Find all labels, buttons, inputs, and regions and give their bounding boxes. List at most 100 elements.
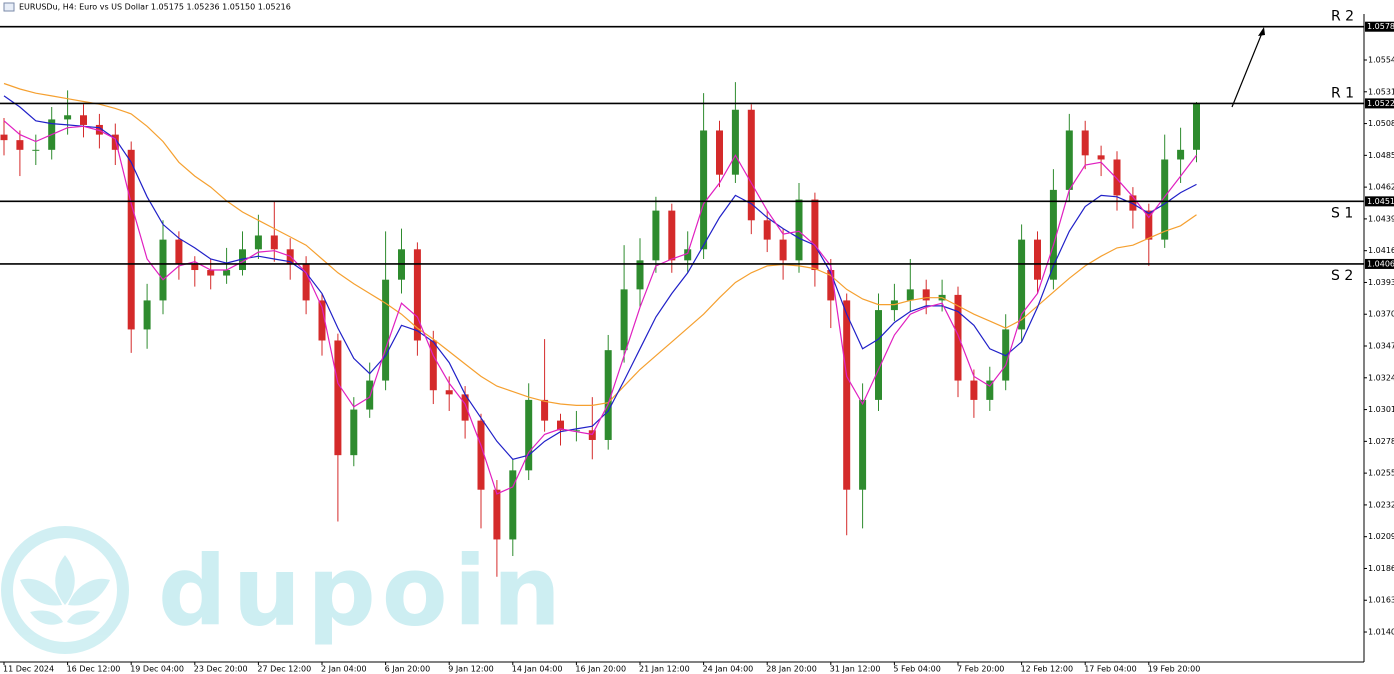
- x-tick-label: 27 Dec 12:00: [257, 665, 311, 674]
- candle-body: [1145, 210, 1153, 240]
- candle-body: [223, 270, 231, 276]
- y-tick-label: 1.04620: [1368, 183, 1394, 192]
- watermark-text: dupoin: [158, 535, 567, 647]
- level-price: 1.05781: [1367, 22, 1394, 31]
- logo-leaf: [20, 578, 62, 606]
- candle-body: [572, 430, 580, 432]
- candle-body: [684, 249, 692, 261]
- candle-body: [747, 109, 755, 221]
- candle-body: [541, 399, 549, 421]
- plot-area: 1.05540 1.05310 1.05080 1.04850 1.04620 1.043…: [0, 9, 1394, 674]
- level-label: R 2: [1331, 9, 1354, 25]
- candle-body: [1193, 103, 1200, 150]
- candle-body: [763, 220, 771, 240]
- candle-body: [429, 340, 437, 391]
- y-tick-label: 1.04850: [1368, 151, 1394, 160]
- y-tick-label: 1.01400: [1368, 628, 1394, 637]
- candle-body: [906, 289, 914, 301]
- y-tick-label: 1.02550: [1368, 469, 1394, 478]
- candle-body: [1161, 159, 1169, 240]
- candle-body: [986, 380, 994, 400]
- y-tick-label: 1.05540: [1368, 56, 1394, 65]
- candle-body: [16, 140, 24, 150]
- y-tick-label: 1.03700: [1368, 310, 1394, 319]
- candle-body: [254, 235, 262, 250]
- level-price-box: [1365, 98, 1394, 109]
- candle-body: [64, 115, 72, 120]
- candle-body: [636, 260, 644, 290]
- candle-body: [159, 239, 167, 301]
- candle-body: [334, 340, 342, 456]
- candle-body: [1097, 155, 1105, 160]
- candle-body: [557, 420, 564, 431]
- logo-leaf: [67, 610, 100, 625]
- candle-body: [191, 264, 199, 271]
- candle-body: [270, 235, 278, 250]
- candle-body: [382, 279, 390, 381]
- x-tick-label: 5 Feb 04:00: [893, 665, 940, 674]
- candle-body: [922, 289, 930, 301]
- level-price: 1.04064: [1367, 259, 1394, 268]
- logo-leaf: [55, 555, 75, 605]
- x-tick-label: 21 Jan 12:00: [639, 665, 690, 674]
- candle-body: [875, 310, 882, 400]
- level-price-box: [1365, 21, 1394, 32]
- level-price: 1.05226: [1367, 99, 1394, 108]
- candle-body: [700, 130, 708, 250]
- candle-body: [588, 430, 596, 440]
- trend-arrow: [1231, 32, 1263, 108]
- candle-body: [175, 239, 183, 265]
- y-tick-label: 1.03240: [1368, 373, 1394, 382]
- x-tick-label: 6 Jan 20:00: [385, 665, 431, 674]
- candle-body: [1065, 130, 1073, 190]
- logo-leaf: [68, 578, 110, 606]
- candle-body: [1049, 189, 1057, 280]
- y-tick-label: 1.03930: [1368, 278, 1394, 287]
- logo-leaf: [30, 610, 63, 625]
- x-tick-label: 7 Feb 20:00: [957, 665, 1004, 674]
- x-tick-label: 9 Jan 12:00: [448, 665, 494, 674]
- arrow-head: [1258, 27, 1265, 36]
- moving-average: [3, 82, 1197, 406]
- y-tick-label: 1.03470: [1368, 342, 1394, 351]
- x-tick-label: 11 Dec 2024: [3, 665, 54, 674]
- y-tick-label: 1.01860: [1368, 564, 1394, 573]
- moving-average: [3, 120, 1197, 495]
- x-tick-label: 16 Dec 12:00: [67, 665, 121, 674]
- level-price: 1.04517: [1367, 197, 1394, 206]
- candle-body: [890, 300, 898, 311]
- x-tick-label: 12 Feb 12:00: [1021, 665, 1073, 674]
- candle-body: [0, 134, 8, 141]
- y-tick-label: 1.02780: [1368, 437, 1394, 446]
- y-tick-label: 1.05080: [1368, 119, 1394, 128]
- candle-body: [1113, 159, 1121, 196]
- candle-body: [620, 289, 628, 351]
- candle-body: [32, 149, 40, 151]
- x-tick-label: 2 Jan 04:00: [321, 665, 367, 674]
- candle-body: [350, 409, 358, 456]
- watermark-logo: [1, 526, 129, 654]
- x-tick-label: 17 Feb 04:00: [1084, 665, 1136, 674]
- y-tick-label: 1.03010: [1368, 405, 1394, 414]
- candle-body: [413, 249, 421, 341]
- candle-body: [1034, 239, 1041, 280]
- y-tick-label: 1.02090: [1368, 532, 1394, 541]
- level-price-box: [1365, 258, 1394, 269]
- candle-body: [604, 350, 612, 440]
- x-tick-label: 19 Feb 20:00: [1148, 665, 1200, 674]
- level-label: R 1: [1331, 85, 1354, 101]
- candle-body: [1129, 195, 1137, 211]
- candle-body: [731, 109, 739, 175]
- y-tick-label: 1.04390: [1368, 214, 1394, 223]
- candle-body: [1177, 149, 1185, 160]
- y-tick-label: 1.04160: [1368, 246, 1394, 255]
- candle-body: [111, 134, 119, 150]
- candle-body: [461, 394, 469, 421]
- symbol-icon: [3, 2, 15, 12]
- candle-body: [1081, 130, 1089, 156]
- x-tick-label: 24 Jan 04:00: [703, 665, 754, 674]
- candle-body: [477, 420, 485, 490]
- x-tick-label: 28 Jan 20:00: [766, 665, 817, 674]
